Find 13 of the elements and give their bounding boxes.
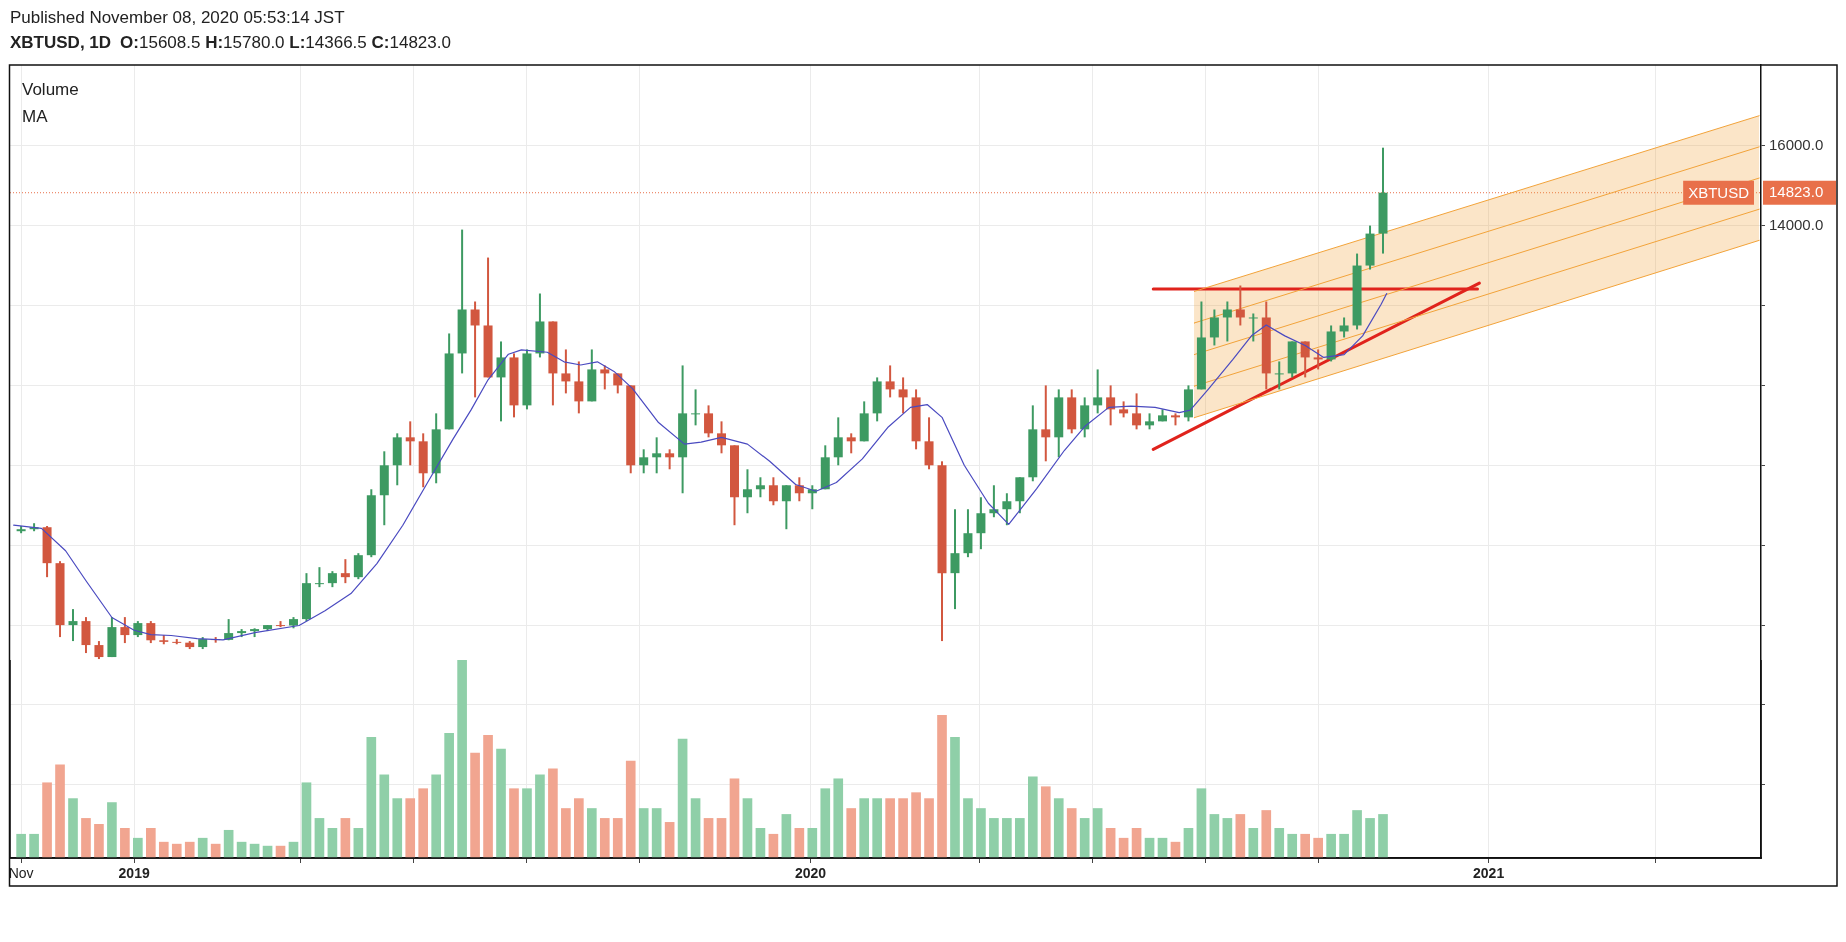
chart-title: XBTUSD, 1D [10, 33, 112, 52]
x-tick-label: 2021 [1473, 865, 1505, 882]
x-tick-label: 2019 [118, 865, 150, 882]
x-tick-label: Nov [8, 865, 34, 882]
y-tick-label: 16000.0 [1769, 135, 1824, 153]
chart-subtitle: O:15608.5 H:15780.0 L:14366.5 C:14823.0 [120, 33, 451, 52]
y-tick-label: 14000.0 [1769, 215, 1824, 233]
text: Published November 08, 2020 05:53:14 JST [10, 8, 345, 28]
annotation: Volume [22, 79, 79, 101]
x-tick-label: 2020 [794, 865, 827, 882]
y-tick-label: 14823.0 [1769, 182, 1824, 200]
ref-line-label: XBTUSD [1688, 183, 1750, 201]
annotation: MA [22, 106, 49, 128]
